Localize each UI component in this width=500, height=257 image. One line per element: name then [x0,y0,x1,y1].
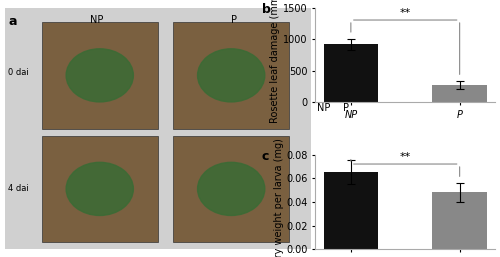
Text: c: c [262,150,269,163]
Bar [324,172,378,249]
Text: NP: NP [90,15,104,25]
Text: 0 dai: 0 dai [8,68,29,77]
Text: P: P [231,15,237,25]
Text: b: b [262,3,270,16]
Text: P: P [342,103,348,113]
Y-axis label: Rosette leaf damage (mm²): Rosette leaf damage (mm²) [270,0,280,123]
Bar [432,192,487,249]
Text: a: a [8,15,16,28]
Text: NP: NP [318,103,331,113]
FancyBboxPatch shape [42,22,158,128]
Circle shape [66,162,134,215]
Bar [324,44,378,103]
Y-axis label: Dry weight per larva (mg): Dry weight per larva (mg) [274,139,283,257]
Text: **: ** [400,152,411,162]
FancyBboxPatch shape [42,136,158,242]
Circle shape [66,49,134,102]
FancyBboxPatch shape [173,136,289,242]
Circle shape [198,49,265,102]
Bar [432,85,487,103]
FancyBboxPatch shape [173,22,289,128]
Text: **: ** [400,8,411,18]
Circle shape [198,162,265,215]
Text: 4 dai: 4 dai [8,184,29,194]
